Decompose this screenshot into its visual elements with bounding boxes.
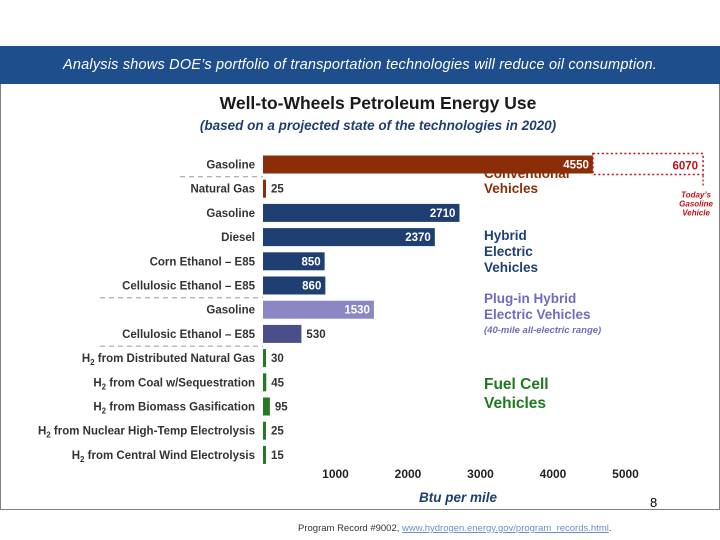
category-label: Gasoline xyxy=(206,208,255,220)
x-axis-label: Btu per mile xyxy=(419,490,498,505)
category-label: Gasoline xyxy=(206,305,255,317)
bar xyxy=(263,397,270,416)
value-label: 860 xyxy=(302,281,321,293)
group-label: Electric xyxy=(484,244,533,259)
category-label: H2 from Coal w/Sequestration xyxy=(93,377,255,391)
reference-note: Today’s xyxy=(681,191,711,200)
group-label: Electric Vehicles xyxy=(484,307,591,322)
reference-value-label: 6070 xyxy=(672,161,698,173)
category-label: H2 from Biomass Gasification xyxy=(93,402,255,416)
chart-subtitle: (based on a projected state of the techn… xyxy=(200,118,557,133)
reference-note: Gasoline xyxy=(679,200,713,209)
x-tick-label: 3000 xyxy=(467,467,494,481)
value-label: 15 xyxy=(271,450,284,462)
category-label: Natural Gas xyxy=(190,184,255,196)
category-label: Cellulosic Ethanol – E85 xyxy=(122,329,256,341)
x-axis: 1000 2000 3000 4000 5000 xyxy=(322,467,639,481)
value-label: 95 xyxy=(275,402,288,414)
value-label: 2710 xyxy=(430,208,456,220)
category-label: H2 from Distributed Natural Gas xyxy=(82,353,255,367)
page-number: 8 xyxy=(650,495,658,510)
group-label: Vehicles xyxy=(484,395,546,412)
value-label: 2370 xyxy=(405,232,431,244)
value-label: 30 xyxy=(271,353,284,365)
group-label: Vehicles xyxy=(484,181,538,196)
group-note: (40-mile all-electric range) xyxy=(484,325,601,336)
reference-note: Vehicle xyxy=(682,209,710,218)
bar xyxy=(263,228,435,247)
value-label: 850 xyxy=(301,256,320,268)
group-labels: ConventionalVehiclesHybridElectricVehicl… xyxy=(484,166,601,412)
chart-title: Well-to-Wheels Petroleum Energy Use xyxy=(220,93,537,113)
bar xyxy=(263,373,267,392)
category-label: Gasoline xyxy=(206,160,255,172)
bar xyxy=(263,203,460,222)
x-tick-label: 5000 xyxy=(612,467,639,481)
bar xyxy=(263,300,374,319)
banner-text: Analysis shows DOE’s portfolio of transp… xyxy=(63,57,657,73)
reference-bar xyxy=(592,152,704,176)
bar xyxy=(263,276,326,295)
bar xyxy=(263,421,266,440)
category-label: H2 from Central Wind Electrolysis xyxy=(72,450,255,464)
value-label: 4550 xyxy=(563,160,589,172)
x-tick-label: 4000 xyxy=(540,467,567,481)
slide-banner: Analysis shows DOE’s portfolio of transp… xyxy=(0,46,720,84)
group-label: Hybrid xyxy=(484,228,527,243)
category-label: H2 from Nuclear High-Temp Electrolysis xyxy=(38,426,255,440)
bar xyxy=(263,445,266,464)
bar xyxy=(263,349,266,368)
value-label: 25 xyxy=(271,184,284,196)
chart: Well-to-Wheels Petroleum Energy Use (bas… xyxy=(38,93,714,505)
footer-prefix: Program Record #9002, xyxy=(298,523,403,534)
bar xyxy=(263,155,593,174)
bar xyxy=(263,252,325,271)
value-label: 530 xyxy=(306,329,325,341)
value-label: 45 xyxy=(271,377,284,389)
category-label: Diesel xyxy=(221,232,255,244)
footer-link[interactable]: www.hydrogen.energy.gov/program_records.… xyxy=(402,523,609,534)
value-label: 25 xyxy=(271,426,284,438)
bar xyxy=(263,179,266,198)
category-label: Cellulosic Ethanol – E85 xyxy=(122,281,256,293)
footer: Program Record #9002, www.hydrogen.energ… xyxy=(298,523,611,534)
value-label: 1530 xyxy=(344,305,370,317)
bar xyxy=(263,324,302,343)
group-label: Conventional xyxy=(484,166,570,181)
group-label: Vehicles xyxy=(484,260,538,275)
category-label: Corn Ethanol – E85 xyxy=(150,256,256,268)
footer-suffix: . xyxy=(608,523,612,534)
group-label: Fuel Cell xyxy=(484,376,549,393)
group-label: Plug-in Hybrid xyxy=(484,291,576,306)
category-labels: Gasoline 4550 Natural Gas 25 Gasoline 2710 Die… xyxy=(38,160,589,464)
x-tick-label: 1000 xyxy=(322,467,349,481)
x-tick-label: 2000 xyxy=(395,467,422,481)
